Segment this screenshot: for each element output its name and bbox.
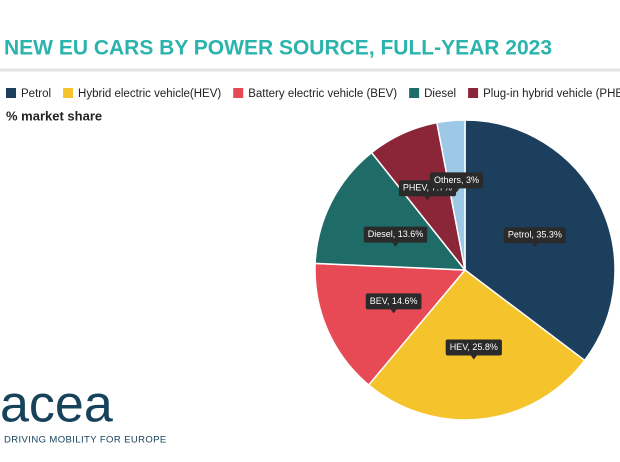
legend: Petrol Hybrid electric vehicle(HEV) Batter…	[6, 88, 620, 100]
chart-subtitle: % market share	[6, 108, 102, 123]
data-label-pointer	[470, 355, 477, 360]
pie-slice	[314, 262, 467, 387]
legend-label: Battery electric vehicle (BEV)	[248, 88, 397, 100]
data-label: Diesel, 13.6%	[363, 226, 428, 247]
data-label-text: Others, 3%	[434, 175, 479, 185]
data-label-pointer	[392, 242, 399, 247]
data-labels: Petrol, 35.3% HEV, 25.8% BEV, 14.6% Diesel,…	[363, 172, 566, 360]
data-label-text: HEV, 25.8%	[450, 342, 498, 352]
data-label-text: BEV, 14.6%	[370, 296, 418, 306]
data-label-box	[365, 293, 422, 310]
data-label-text: PHEV, 7.7%	[403, 183, 452, 193]
legend-swatch	[409, 88, 420, 98]
pie-slice	[314, 151, 467, 271]
legend-label: Petrol	[21, 88, 51, 100]
data-label-pointer	[390, 309, 397, 314]
data-label: Petrol, 35.3%	[503, 227, 566, 248]
data-label-text: Diesel, 13.6%	[368, 229, 424, 239]
legend-label: Diesel	[424, 88, 456, 100]
data-label-box	[430, 172, 484, 189]
legend-swatch	[6, 88, 16, 98]
data-label-box	[503, 227, 566, 244]
legend-swatch	[63, 88, 74, 98]
logo: acea	[0, 376, 113, 434]
legend-swatch	[468, 88, 479, 98]
data-label-pointer	[531, 243, 538, 248]
data-label-box	[445, 339, 502, 356]
data-label-text: Petrol, 35.3%	[508, 230, 562, 240]
data-label-box	[363, 226, 428, 243]
legend-label: Hybrid electric vehicle(HEV)	[78, 88, 221, 100]
legend-label: Plug-in hybrid vehicle (PHEV)	[483, 88, 620, 100]
legend-swatch	[233, 88, 244, 98]
data-label-pointer	[453, 188, 460, 193]
chart-title: NEW EU CARS BY POWER SOURCE, FULL-YEAR 2…	[4, 37, 552, 60]
data-label-pointer	[424, 196, 431, 201]
logo-tagline: DRIVING MOBILITY FOR EUROPE	[4, 435, 167, 446]
pie	[314, 119, 616, 421]
data-label: HEV, 25.8%	[445, 339, 502, 360]
data-label: Others, 3%	[430, 172, 484, 193]
data-label: BEV, 14.6%	[365, 293, 422, 314]
